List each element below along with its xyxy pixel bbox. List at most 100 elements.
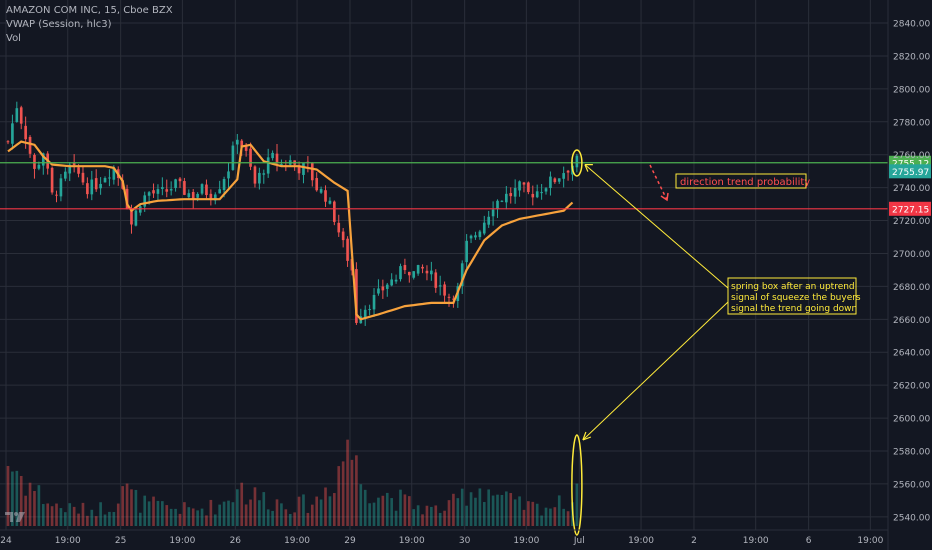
candle-body <box>319 189 323 193</box>
volume-bar <box>205 515 208 526</box>
candle-body <box>377 288 380 294</box>
candle-body <box>161 187 164 189</box>
candle-body <box>394 279 398 282</box>
price-tick-label: 2820.00 <box>893 52 930 62</box>
volume-bar <box>187 507 191 526</box>
candle-body <box>363 309 367 319</box>
price-axis[interactable]: 2540.00 2560.00 2580.00 2600.00 2620.00 2640.… <box>887 0 930 550</box>
volume-bar <box>474 497 477 526</box>
volume-bar <box>527 501 530 526</box>
candle-body <box>447 296 451 298</box>
candle-body <box>531 193 535 198</box>
volume-bar <box>372 502 376 526</box>
volume-legend[interactable]: Vol <box>6 33 21 44</box>
candle-body <box>425 270 429 274</box>
time-tick-label: 19:00 <box>743 536 769 546</box>
volume-bar <box>288 513 292 526</box>
candle-body <box>24 125 27 140</box>
volume-bar <box>381 495 385 526</box>
volume-bar <box>138 512 142 526</box>
volume-bar <box>130 489 133 526</box>
volume-bar <box>64 512 67 526</box>
volume-bar <box>55 503 58 526</box>
candle-body <box>544 188 548 192</box>
volume-bar <box>425 505 429 526</box>
candle-body <box>443 284 446 296</box>
direction-label-box <box>675 173 807 189</box>
volume-bar <box>412 509 416 526</box>
volume-bar <box>491 495 495 526</box>
candle-body <box>108 177 111 179</box>
volume-bar <box>350 459 354 526</box>
candle-body <box>553 178 557 183</box>
volume-bar <box>161 501 164 526</box>
candle-body <box>240 140 244 147</box>
volume-bar <box>200 508 204 526</box>
candle-body <box>438 285 442 287</box>
volume-bar <box>535 503 539 526</box>
volume-bar <box>377 497 380 526</box>
volume-bar <box>421 514 424 526</box>
time-tick-label: 19:00 <box>399 536 425 546</box>
volume-bar <box>99 502 102 526</box>
candle-body <box>209 193 213 201</box>
candle-body <box>99 183 102 189</box>
volume-bar <box>557 495 561 526</box>
direction-arrow <box>649 164 668 201</box>
time-tick-label: 25 <box>115 536 126 546</box>
candle-body <box>196 193 199 198</box>
volume-bar <box>41 504 45 526</box>
volume-bar <box>169 508 173 526</box>
spring-note-line: signal the trend going down <box>731 304 857 314</box>
volume-bar <box>319 499 323 526</box>
candle-body <box>152 190 155 194</box>
candlesticks <box>6 101 579 326</box>
spring-box-ellipse <box>571 149 583 177</box>
symbol-title[interactable]: AMAZON COM INC, 15, Cboe BZX <box>6 5 173 16</box>
time-axis[interactable]: 24 19:00 25 19:00 26 19:00 29 19:00 30 19:00 Jul 19… <box>0 529 888 546</box>
annotations[interactable]: direction trend probability spring box af… <box>571 149 861 536</box>
candle-body <box>460 263 464 286</box>
volume-spike-ellipse <box>571 434 583 536</box>
volume-bar <box>72 506 76 526</box>
price-tick-label: 2540.00 <box>893 513 930 523</box>
time-tick-label: 29 <box>344 536 356 546</box>
direction-arrowhead <box>660 192 669 202</box>
candle-body <box>403 265 407 271</box>
volume-bar <box>134 489 138 526</box>
volume-bar <box>235 489 239 526</box>
candle-body <box>407 271 411 276</box>
price-tick-label: 2640.00 <box>893 349 930 359</box>
candle-body <box>416 265 420 274</box>
volume-bar <box>513 499 517 526</box>
volume-bar <box>112 512 116 526</box>
volume-bar <box>407 496 411 526</box>
candle-body <box>33 154 36 169</box>
candle-body <box>64 171 67 179</box>
volume-bar <box>271 510 274 526</box>
volume-bar <box>346 439 349 526</box>
volume-bar <box>478 488 482 526</box>
spring-note-box <box>727 277 857 315</box>
candle-body <box>227 171 230 179</box>
price-tick-label: 2700.00 <box>893 250 930 260</box>
horizontal-lines[interactable]: 2755.12 2727.15 2755.97 <box>0 155 931 216</box>
volume-bar <box>46 503 50 526</box>
candle-body <box>249 148 252 167</box>
vwap-legend[interactable]: VWAP (Session, hlc3) <box>6 19 112 30</box>
volume-bar <box>452 493 455 526</box>
candle-body <box>191 192 195 200</box>
price-tick-label: 2780.00 <box>893 118 930 128</box>
candle-body <box>94 178 98 190</box>
candle-body <box>385 284 389 289</box>
volume-bar <box>341 461 345 526</box>
volume-bar <box>487 489 491 526</box>
candle-body <box>500 200 504 202</box>
candle-body <box>557 178 561 182</box>
candle-body <box>540 192 543 194</box>
time-tick-label: 30 <box>459 536 471 546</box>
candle-body <box>90 179 94 195</box>
volume-bars <box>6 439 579 526</box>
candle-body <box>412 271 416 278</box>
